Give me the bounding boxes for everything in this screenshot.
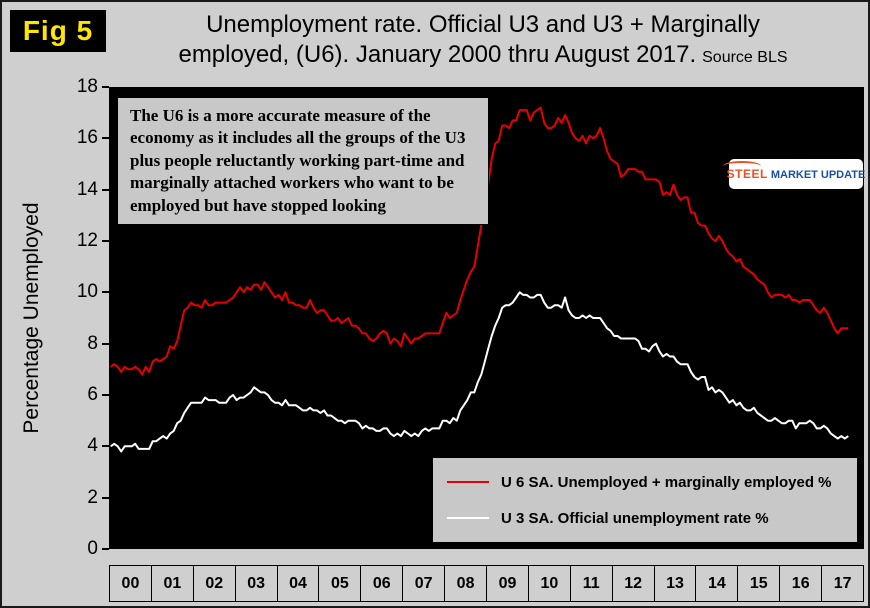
x-axis: 00 01 02 03 04 05 06 07 08 09 10 11 12 13 14 15 16 17 (109, 565, 865, 602)
y-axis-tick: 14 (77, 179, 109, 201)
x-axis-year-box: 17 (821, 565, 865, 602)
y-tick-label: 18 (76, 76, 98, 97)
u6-legend-label: U 6 SA. Unemployed + marginally employed… (501, 473, 832, 491)
y-tick-mark (102, 240, 109, 242)
x-axis-year-box: 04 (276, 565, 320, 602)
legend-row-u3: U 3 SA. Official unemployment rate % (433, 510, 857, 527)
x-axis-year-box: 00 (109, 565, 152, 602)
x-axis-year-box: 07 (402, 565, 446, 602)
y-axis: 0 2 4 6 8 10 12 14 16 18 (2, 76, 109, 559)
logo-word-market: MARKET (770, 169, 818, 181)
y-tick-mark (102, 496, 109, 499)
chart-title-line1: Unemployment rate. Official U3 and U3 + … (206, 11, 760, 38)
logo-text: STEEL MARKET UPDATE (722, 161, 866, 181)
y-axis-tick: 10 (77, 281, 109, 303)
u6-line (110, 106, 849, 376)
y-axis-tick: 4 (87, 435, 109, 457)
y-axis-tick: 0 (87, 538, 109, 560)
x-axis-year-box: 02 (192, 565, 236, 602)
chart-title-line2: employed, (U6). January 2000 thru August… (107, 40, 859, 70)
x-axis-year-box: 08 (444, 565, 488, 602)
y-tick-mark (102, 394, 109, 396)
u3-line (110, 291, 849, 453)
y-tick-label: 12 (76, 230, 98, 251)
x-axis-year-box: 11 (569, 565, 613, 602)
x-axis-year-box: 10 (527, 565, 571, 602)
y-tick-label: 10 (76, 281, 98, 303)
x-axis-year-box: 13 (653, 565, 697, 602)
logo-swoosh-icon (722, 161, 761, 171)
y-tick-label: 0 (87, 538, 98, 559)
logo-word-update: UPDATE (820, 169, 866, 181)
y-tick-mark (102, 342, 109, 345)
steel-market-update-logo: STEEL MARKET UPDATE (722, 159, 866, 189)
u3-legend-label: U 3 SA. Official unemployment rate % (501, 509, 769, 527)
x-axis-year-box: 15 (737, 565, 781, 602)
x-axis-year-box: 03 (234, 565, 278, 602)
y-tick-label: 14 (76, 178, 98, 200)
legend: U 6 SA. Unemployed + marginally employed… (432, 457, 858, 543)
x-axis-year-box: 06 (360, 565, 404, 602)
y-axis-tick: 12 (77, 230, 109, 252)
y-tick-label: 16 (76, 127, 98, 149)
x-axis-year-box: 09 (486, 565, 529, 602)
x-axis-year-box: 01 (150, 565, 194, 602)
y-tick-mark (102, 86, 109, 88)
chart-title: Unemployment rate. Official U3 and U3 + … (107, 10, 859, 70)
chart-source: Source BLS (702, 49, 788, 66)
plot-area: The U6 is a more accurate measure of the… (109, 87, 866, 549)
y-axis-tick: 6 (87, 384, 109, 406)
y-tick-mark (102, 291, 109, 294)
legend-row-u6: U 6 SA. Unemployed + marginally employed… (433, 474, 857, 491)
y-tick-label: 2 (87, 486, 98, 508)
u6-line-sample (447, 481, 489, 483)
y-tick-mark (102, 188, 109, 191)
y-axis-tick: 18 (77, 76, 109, 98)
figure-label: Fig 5 (10, 10, 106, 52)
x-axis-year-box: 16 (779, 565, 823, 602)
x-axis-year-box: 05 (318, 565, 362, 602)
y-axis-tick: 16 (77, 127, 109, 149)
y-tick-mark (102, 548, 109, 550)
y-tick-mark (102, 445, 109, 448)
y-tick-label: 6 (87, 384, 98, 405)
y-tick-label: 8 (87, 332, 98, 354)
y-axis-tick: 8 (87, 333, 109, 355)
y-tick-mark (102, 137, 109, 140)
chart-title-line2-text: employed, (U6). January 2000 thru August… (178, 41, 697, 68)
y-axis-tick: 2 (87, 487, 109, 509)
x-axis-year-box: 12 (611, 565, 655, 602)
u3-line-sample (447, 517, 489, 519)
x-axis-year-box: 14 (695, 565, 739, 602)
chart-canvas (110, 106, 849, 453)
y-tick-label: 4 (87, 435, 98, 457)
annotation-box: The U6 is a more accurate measure of the… (117, 97, 489, 226)
